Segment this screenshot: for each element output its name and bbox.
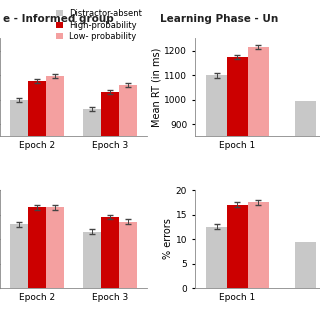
Bar <box>84 109 101 320</box>
Bar <box>101 92 119 320</box>
Bar <box>295 242 316 288</box>
Bar <box>248 47 268 320</box>
Y-axis label: % errors: % errors <box>163 219 173 260</box>
Bar <box>10 224 28 288</box>
Bar <box>206 227 227 288</box>
Bar <box>206 75 227 320</box>
Y-axis label: Mean RT (in ms): Mean RT (in ms) <box>151 48 162 127</box>
Bar <box>295 101 316 320</box>
Bar <box>119 85 137 320</box>
Bar <box>101 217 119 288</box>
Bar <box>227 205 248 288</box>
Bar <box>28 207 46 288</box>
Bar <box>28 81 46 320</box>
Bar <box>10 100 28 320</box>
Bar <box>227 57 248 320</box>
Text: Learning Phase - Un: Learning Phase - Un <box>160 14 278 24</box>
Bar <box>46 76 64 320</box>
Bar <box>46 207 64 288</box>
Bar <box>84 232 101 288</box>
Legend: Distractor-absent, High-probability, Low- probability: Distractor-absent, High-probability, Low… <box>55 8 143 42</box>
Bar <box>119 222 137 288</box>
Bar <box>248 202 268 288</box>
Text: e - Informed group: e - Informed group <box>3 14 114 24</box>
